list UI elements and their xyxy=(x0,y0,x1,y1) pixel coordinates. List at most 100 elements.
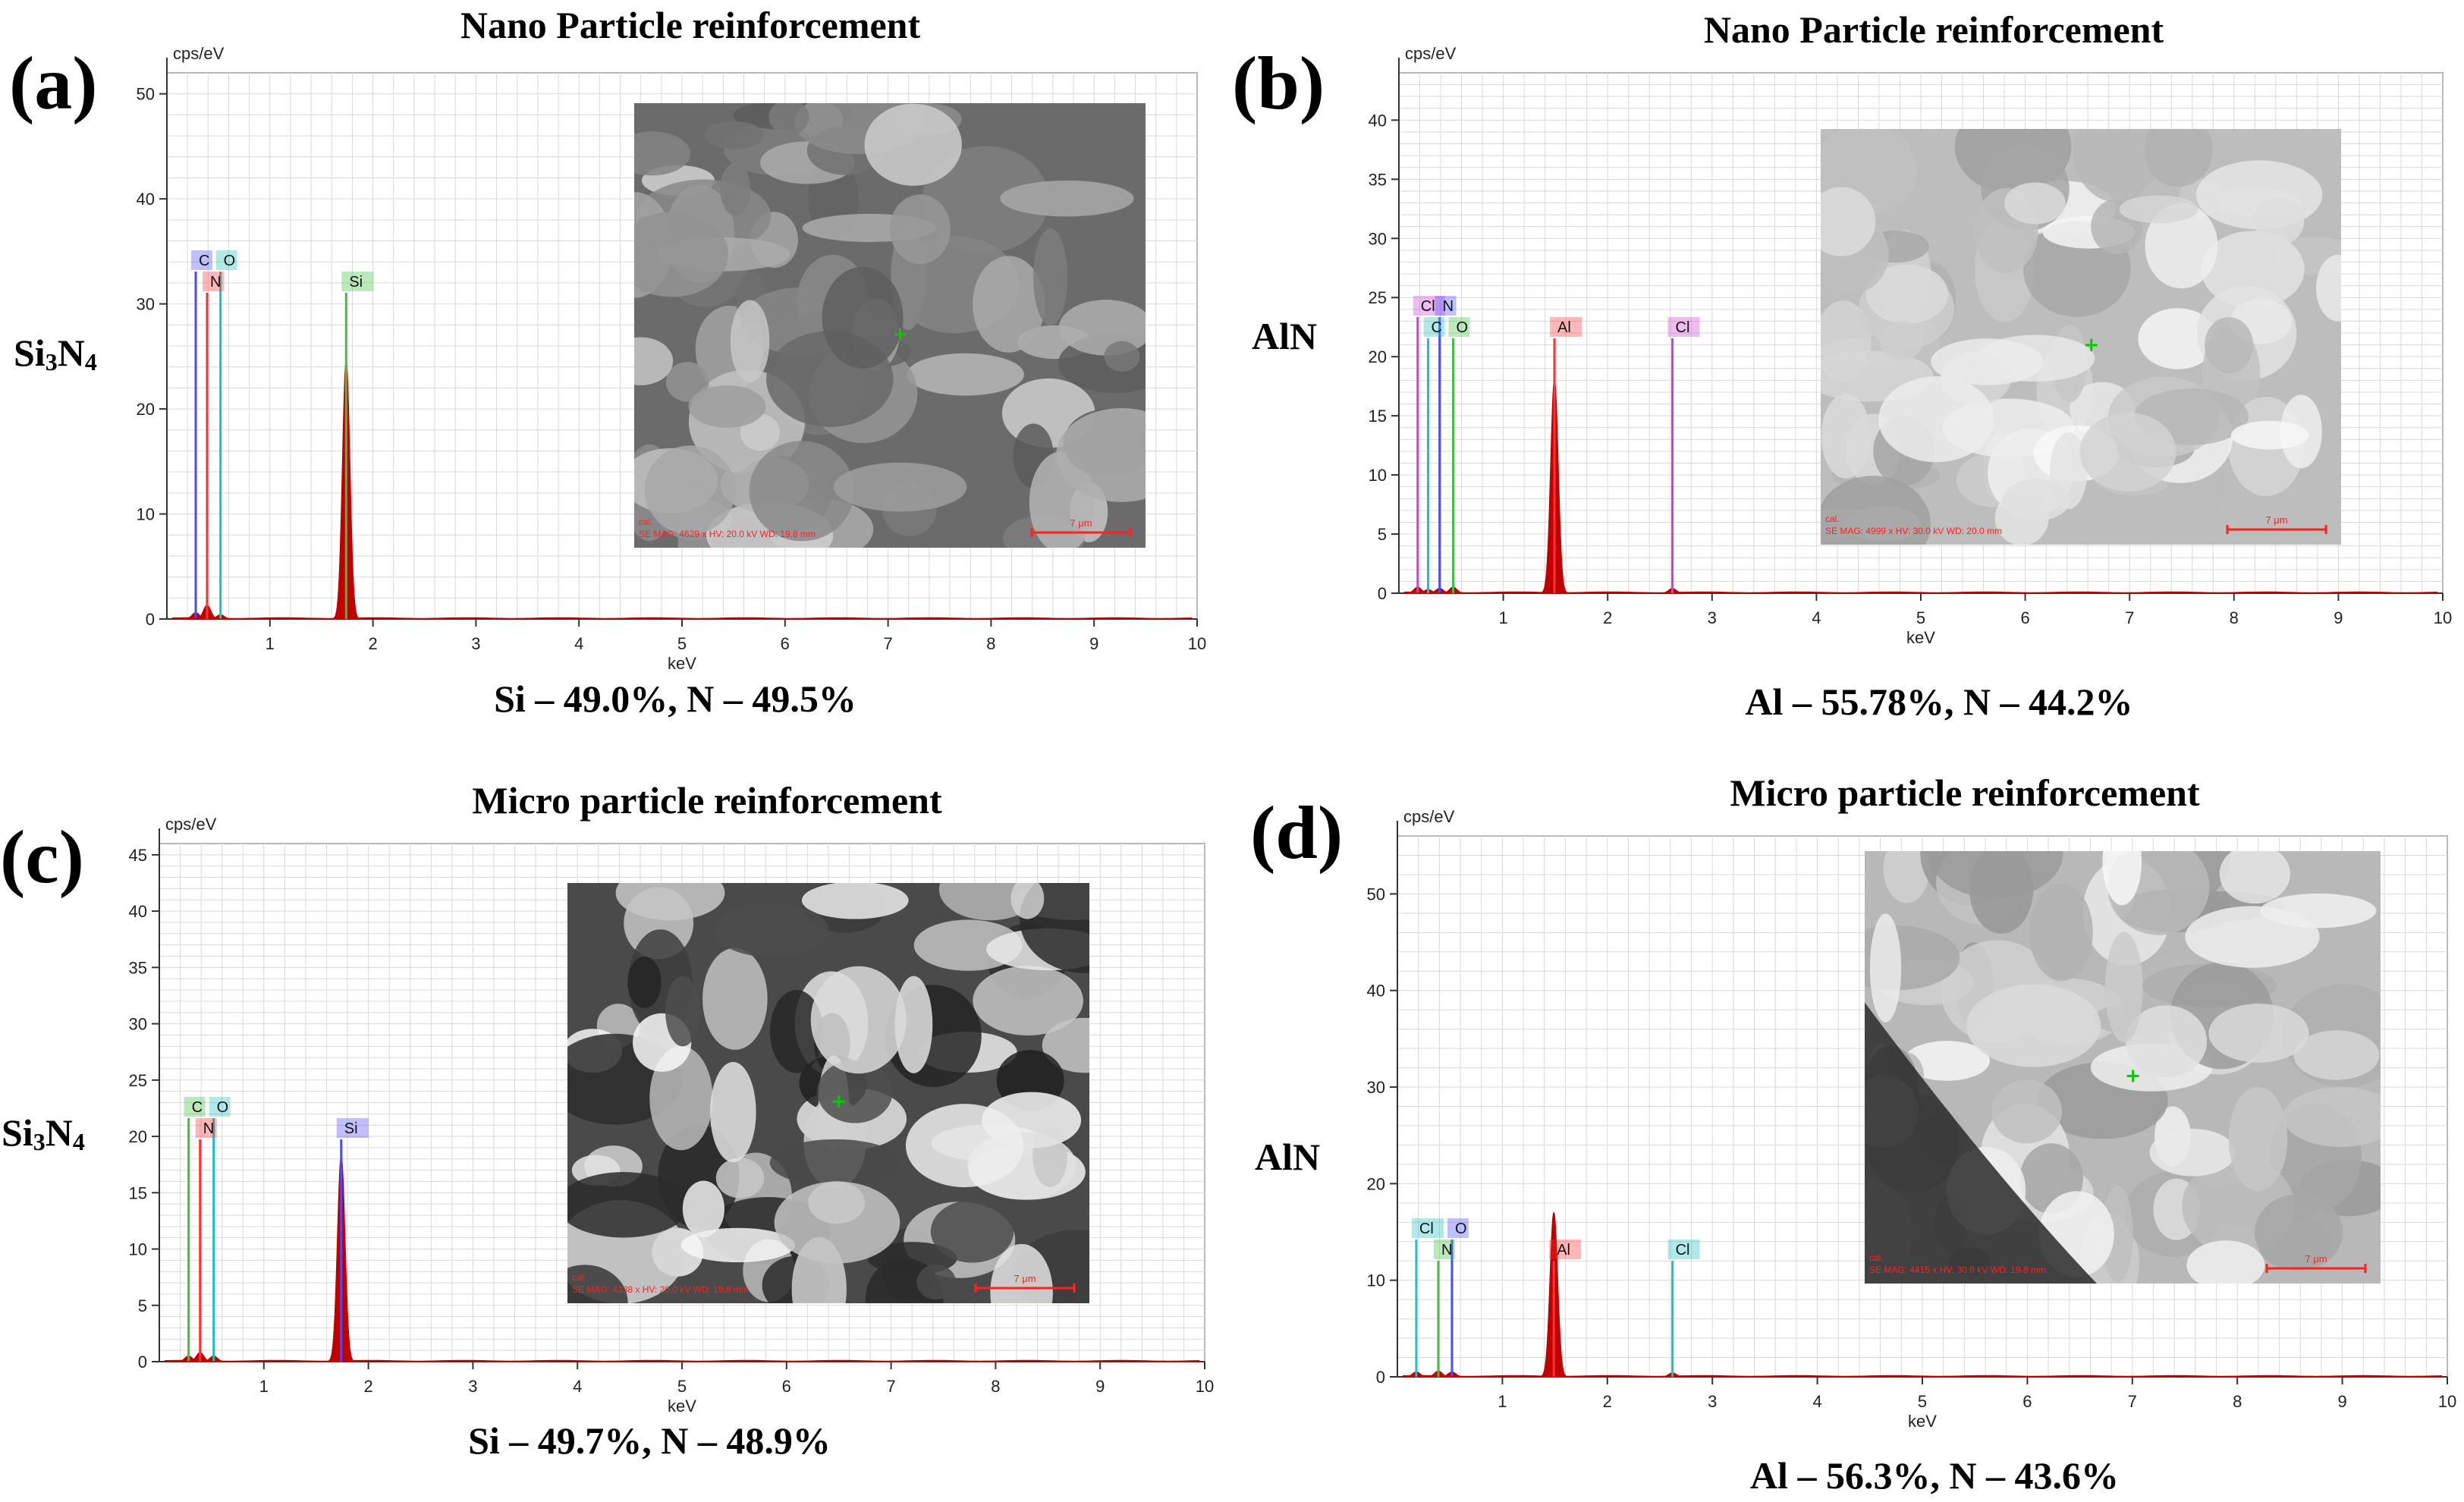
sem-particle xyxy=(833,462,967,512)
sem-particle xyxy=(682,1180,724,1237)
sem-particle xyxy=(768,103,809,135)
y-tick-label: 30 xyxy=(137,295,155,314)
x-tick-label: 6 xyxy=(2020,608,2029,627)
x-tick-label: 6 xyxy=(2022,1392,2032,1411)
panel-title: Nano Particle reinforcement xyxy=(1703,8,2164,51)
sem-particle xyxy=(644,445,736,535)
x-tick-label: 2 xyxy=(1603,608,1612,627)
sem-particle xyxy=(774,1181,900,1264)
sem-particle xyxy=(2201,231,2305,309)
x-tick-label: 7 xyxy=(883,634,892,653)
sem-particle xyxy=(1931,338,2044,385)
x-tick-label: 9 xyxy=(2337,1392,2346,1411)
sem-micrograph-inset: cal. SE MAG: 4415 x HV: 30.0 kV WD: 19.8 … xyxy=(1865,851,2381,1284)
y-tick-label: 35 xyxy=(129,958,147,977)
sem-particle xyxy=(801,883,909,919)
sem-particle xyxy=(907,353,1024,396)
sem-particle xyxy=(1928,851,2063,899)
sem-particle xyxy=(1991,1079,2063,1144)
sem-particle xyxy=(2119,195,2198,224)
element-marker-box xyxy=(202,272,224,291)
y-tick-label: 30 xyxy=(1369,229,1387,248)
sem-particle xyxy=(2102,851,2142,906)
sem-particle xyxy=(627,957,662,1008)
sem-particle xyxy=(634,212,729,297)
y-axis-label: cps/eV xyxy=(173,44,225,63)
y-tick-label: 35 xyxy=(1369,170,1387,189)
x-tick-label: 6 xyxy=(781,634,790,653)
y-tick-label: 5 xyxy=(1378,525,1387,544)
sem-particle xyxy=(1879,321,1924,360)
sem-particle xyxy=(710,1061,756,1163)
sem-particle xyxy=(1883,851,1930,903)
x-tick-label: 8 xyxy=(2233,1392,2242,1411)
x-tick-label: 6 xyxy=(782,1377,791,1396)
element-label: C xyxy=(199,253,209,269)
sem-particle xyxy=(2125,1005,2208,1078)
sem-scale-label: 7 μm xyxy=(2305,1253,2327,1265)
y-tick-label: 25 xyxy=(129,1071,147,1090)
element-marker-box xyxy=(184,1097,206,1117)
sem-particle xyxy=(1903,1041,1991,1081)
x-tick-label: 8 xyxy=(2230,608,2239,627)
sem-info-text: SE MAG: 4629 x HV: 20.0 kV WD: 19.8 mm xyxy=(639,529,816,539)
element-label: N xyxy=(1441,1242,1452,1258)
y-tick-label: 30 xyxy=(1367,1078,1385,1097)
element-label: Si xyxy=(344,1120,358,1137)
sem-particle xyxy=(2073,129,2160,203)
x-tick-label: 10 xyxy=(1188,634,1206,653)
x-tick-label: 3 xyxy=(471,634,480,653)
sem-particle xyxy=(715,1158,765,1199)
x-tick-label: 5 xyxy=(677,1377,687,1396)
element-label: Al xyxy=(1557,319,1571,336)
sem-particle xyxy=(822,266,904,369)
x-tick-label: 1 xyxy=(259,1377,269,1396)
x-axis-label: keV xyxy=(1908,1412,1937,1431)
material-label: AlN xyxy=(1252,315,1318,357)
y-tick-label: 0 xyxy=(1378,584,1387,603)
element-marker-box xyxy=(191,250,213,270)
sem-micrograph-inset: cal. SE MAG: 4999 x HV: 30.0 kV WD: 20.0 … xyxy=(1821,129,2341,545)
sem-particle xyxy=(817,1060,893,1123)
y-axis-label: cps/eV xyxy=(1403,807,1455,826)
element-marker-box xyxy=(215,250,237,270)
element-marker-box xyxy=(1435,296,1457,316)
element-marker-box xyxy=(341,272,374,291)
element-label: O xyxy=(1455,1221,1467,1237)
sem-particle xyxy=(769,1139,901,1186)
sem-info-text: SE MAG: 4999 x HV: 30.0 kV WD: 20.0 mm xyxy=(1825,526,2002,536)
spectrum-baseline xyxy=(164,1359,1200,1362)
sem-particle xyxy=(713,903,829,957)
sem-particle xyxy=(634,131,691,176)
sem-particle xyxy=(1821,187,1876,256)
sem-cal-text: cal. xyxy=(1825,514,1840,524)
sem-particle xyxy=(2316,254,2341,322)
element-label: C xyxy=(1432,319,1442,336)
sem-particle xyxy=(2283,1086,2381,1148)
x-tick-label: 9 xyxy=(2334,608,2343,627)
sem-particle xyxy=(702,947,768,1050)
sem-particle xyxy=(2254,1194,2343,1271)
sem-scale-label: 7 μm xyxy=(1070,517,1092,529)
y-tick-label: 20 xyxy=(137,400,155,419)
x-axis-label: keV xyxy=(668,1397,696,1416)
sem-particle xyxy=(649,1046,713,1151)
sem-micrograph-inset: cal.SE MAG: 4338 x HV: 20.0 kV WD: 19.8 … xyxy=(567,883,1089,1303)
x-tick-label: 9 xyxy=(1089,634,1098,653)
sem-particle xyxy=(665,976,700,1047)
element-label: O xyxy=(217,1099,229,1116)
y-tick-label: 0 xyxy=(146,610,155,629)
sem-particle xyxy=(2029,883,2093,982)
sem-particle xyxy=(2208,1004,2309,1063)
x-tick-label: 2 xyxy=(368,634,377,653)
sem-particle xyxy=(1058,300,1146,356)
sem-particle xyxy=(973,256,1045,353)
x-tick-label: 4 xyxy=(573,1377,582,1396)
x-tick-label: 10 xyxy=(2438,1392,2456,1411)
element-label: Cl xyxy=(1419,1221,1434,1237)
composition-label: Si – 49.7%, N – 48.9% xyxy=(468,1419,831,1462)
x-axis-label: keV xyxy=(668,654,696,673)
element-label: Cl xyxy=(1676,319,1690,336)
sem-particle xyxy=(973,966,1083,1035)
